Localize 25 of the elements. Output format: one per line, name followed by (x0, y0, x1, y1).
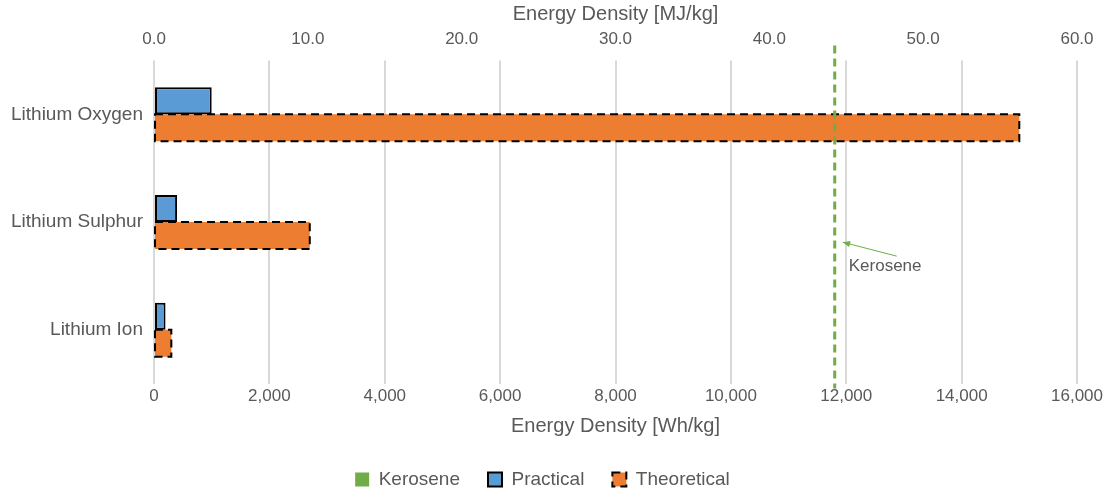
legend-label: Practical (511, 467, 585, 489)
x-tick-label: 2,000 (248, 386, 291, 406)
y-tick-label: Lithium Sulphur (10, 210, 144, 232)
x-tick-label: 4,000 (363, 386, 407, 406)
x-tick-label: 16,000 (1051, 386, 1103, 406)
x-tick-label: 6,000 (478, 386, 522, 406)
x2-tick-label: 60.0 (1060, 28, 1094, 48)
legend-label: Theoretical (635, 467, 730, 489)
legend-label: Kerosene (378, 467, 460, 489)
x-tick-label: 0 (149, 386, 159, 406)
x2-tick-label: 10.0 (291, 28, 325, 48)
y-tick-label: Lithium Oxygen (11, 102, 144, 124)
x-axis-title: Energy Density [Wh/kg] (511, 413, 720, 436)
x2-tick-label: 30.0 (598, 28, 633, 48)
x-tick-label: 14,000 (935, 386, 988, 406)
annotation: Kerosene (848, 255, 922, 275)
y-tick-label: Lithium Ion (50, 317, 144, 339)
x-tick-label: 10,000 (704, 386, 757, 406)
x-tick-label: 12,000 (820, 386, 873, 406)
x2-tick-label: 20.0 (445, 28, 479, 48)
x2-tick-label: 50.0 (906, 28, 940, 48)
x-tick-label: 8,000 (594, 386, 637, 406)
x2-tick-label: 40.0 (752, 28, 786, 48)
x2-tick-label: 0.0 (142, 28, 166, 48)
x2-axis-title: Energy Density [MJ/kg] (512, 1, 719, 24)
